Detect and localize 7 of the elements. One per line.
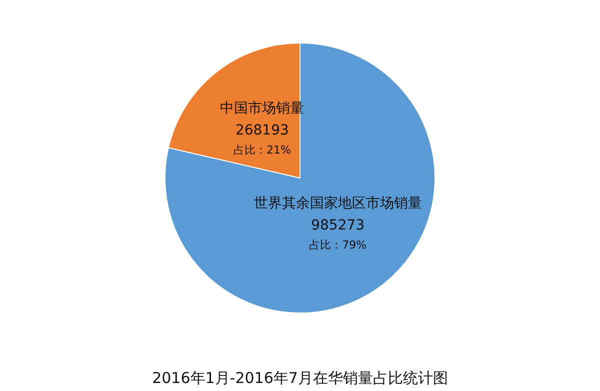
slice-label: 世界其余国家地区市场销量 <box>254 196 422 212</box>
text: 占比：79% <box>309 238 367 252</box>
pie-slice <box>164 42 436 314</box>
data-label: 268193 <box>235 122 289 138</box>
text: 占比：21% <box>233 143 291 156</box>
text: 2016年1月-2016年7月在华销量占比统计图 <box>152 369 448 387</box>
data-label: 985273 <box>311 218 365 234</box>
